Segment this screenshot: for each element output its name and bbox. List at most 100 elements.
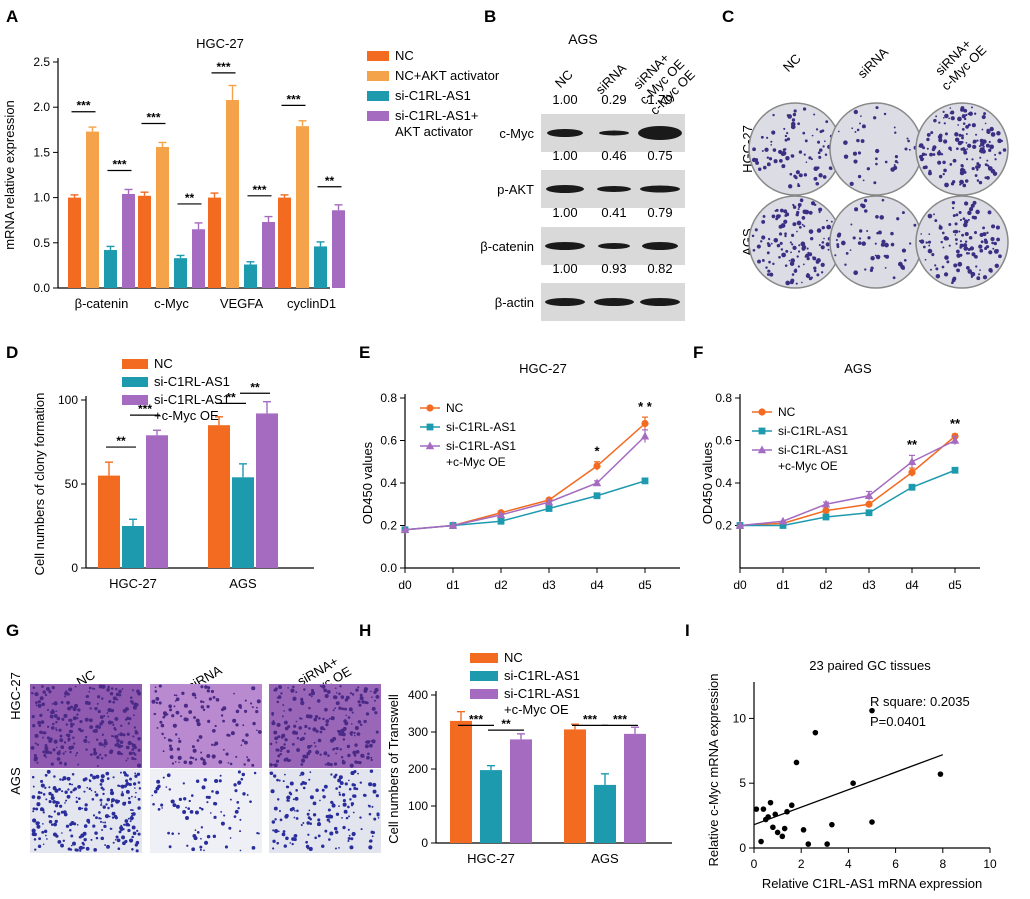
colony-dot — [972, 200, 977, 205]
transwell-cell — [218, 760, 223, 764]
panel-letter-e: E — [359, 343, 370, 362]
colony-dot — [943, 139, 948, 144]
transwell-cell — [272, 763, 275, 766]
transwell-cell — [275, 759, 280, 763]
transwell-cell — [292, 685, 295, 689]
data-point — [908, 468, 916, 476]
colony-dot — [981, 149, 986, 154]
colony-dot — [963, 148, 967, 153]
colony-dot — [952, 214, 956, 217]
transwell-cell — [96, 764, 99, 767]
colony-dot — [929, 268, 932, 271]
colony-dot — [780, 223, 786, 228]
colony-dot — [937, 134, 943, 140]
colony-dot — [789, 241, 792, 244]
transwell-cell — [326, 690, 331, 694]
legend-label: si-C1RL-AS1 — [504, 668, 580, 683]
transwell-cell — [285, 785, 289, 789]
colony-dot — [762, 165, 767, 170]
transwell-cell — [242, 792, 246, 796]
colony-dot — [816, 166, 820, 170]
transwell-cell — [48, 814, 51, 818]
transwell-cell — [129, 816, 134, 821]
colony-dot — [857, 151, 862, 155]
transwell-cell — [357, 700, 361, 704]
transwell-cell — [104, 754, 107, 757]
colony-dot — [860, 139, 865, 143]
transwell-cell — [292, 698, 296, 701]
legend-label: NC — [395, 48, 414, 63]
dish-plate — [748, 195, 842, 289]
transwell-cell — [300, 758, 306, 763]
transwell-cell — [53, 810, 56, 813]
colony-dot — [788, 184, 793, 189]
transwell-cell — [362, 755, 365, 758]
colony-dot — [836, 233, 841, 238]
colony-dot — [864, 268, 867, 271]
colony-dot — [963, 108, 968, 113]
chart-title: AGS — [844, 361, 872, 376]
transwell-cell — [36, 761, 39, 764]
transwell-cell — [184, 815, 189, 820]
transwell-cell — [256, 699, 261, 704]
transwell-cell — [307, 745, 311, 749]
transwell-cell — [32, 686, 36, 690]
transwell-cell — [99, 715, 104, 720]
panel-letter-h: H — [359, 621, 371, 640]
transwell-cell — [72, 706, 77, 712]
colony-dot — [922, 245, 926, 249]
data-point — [779, 522, 787, 529]
colony-dot — [836, 243, 840, 247]
transwell-cell — [93, 751, 98, 756]
transwell-cell — [307, 833, 310, 836]
transwell-cell — [101, 733, 104, 736]
transwell-cell — [200, 807, 204, 811]
transwell-cell — [237, 806, 240, 810]
colony-dot — [754, 228, 758, 232]
transwell-cell — [314, 745, 317, 748]
transwell-cell — [35, 701, 38, 705]
colony-dot — [810, 158, 813, 161]
transwell-cell — [77, 708, 81, 712]
colony-dot — [818, 211, 821, 214]
colony-dot — [768, 157, 773, 161]
colony-dot — [924, 153, 928, 156]
transwell-cell — [131, 689, 135, 692]
transwell-cell — [37, 700, 41, 704]
transwell-cell — [68, 718, 72, 722]
colony-dot — [802, 107, 807, 111]
transwell-cell — [352, 750, 357, 755]
x-category-label: cyclinD1 — [287, 296, 336, 311]
transwell-cell — [193, 693, 197, 697]
transwell-cell — [107, 708, 112, 713]
colony-dot — [813, 113, 816, 116]
transwell-cell — [152, 802, 155, 806]
transwell-cell — [153, 789, 158, 794]
transwell-cell — [337, 730, 342, 734]
transwell-cell — [192, 757, 195, 760]
colony-dot — [950, 110, 955, 115]
transwell-cell — [160, 803, 164, 807]
transwell-cell — [251, 706, 254, 709]
transwell-cell — [253, 771, 257, 775]
colony-dot — [773, 237, 779, 243]
transwell-cell — [191, 847, 196, 852]
transwell-cell — [370, 758, 373, 762]
transwell-cell — [49, 751, 53, 755]
transwell-cell — [359, 693, 363, 697]
blot-band — [547, 129, 583, 137]
transwell-cell — [276, 841, 280, 845]
colony-dot — [884, 254, 890, 259]
colony-dot — [751, 234, 755, 238]
colony-dot — [990, 132, 996, 137]
transwell-cell — [239, 818, 242, 821]
transwell-cell — [338, 775, 343, 780]
transwell-cell — [315, 729, 319, 733]
transwell-cell — [348, 834, 351, 837]
colony-dot — [830, 167, 833, 171]
transwell-cell — [132, 831, 137, 836]
colony-dot — [976, 276, 981, 281]
x-tick-label: d4 — [590, 578, 604, 592]
transwell-cell — [354, 743, 358, 747]
significance-label: * * — [638, 399, 653, 414]
